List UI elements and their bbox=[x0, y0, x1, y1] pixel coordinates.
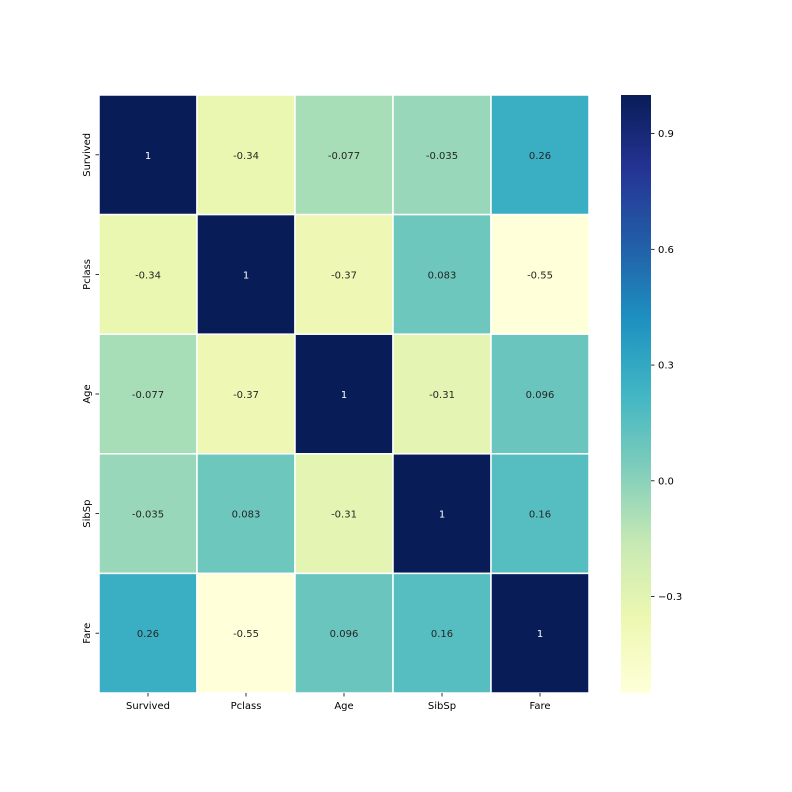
colorbar-tick-label: 0.9 bbox=[658, 129, 674, 140]
cell-value-label: 0.096 bbox=[526, 390, 555, 401]
cell-value-label: -0.37 bbox=[331, 270, 357, 281]
cell-value-label: -0.34 bbox=[135, 270, 161, 281]
cell-value-label: 1 bbox=[341, 390, 347, 401]
y-tick-label: Pclass bbox=[82, 259, 93, 290]
heatmap-cell bbox=[196, 213, 296, 335]
colorbar-tick-label: 0.6 bbox=[658, 245, 674, 256]
heatmap-cell bbox=[490, 333, 590, 455]
colorbar-tick-label: −0.3 bbox=[658, 592, 682, 603]
cell-value-label: 0.26 bbox=[137, 629, 159, 640]
cell-value-label: -0.077 bbox=[132, 390, 164, 401]
cell-value-label: -0.035 bbox=[426, 151, 458, 162]
x-tick-label: Pclass bbox=[231, 701, 262, 712]
cell-value-label: 0.083 bbox=[232, 510, 261, 521]
heatmap-cell bbox=[392, 213, 492, 335]
y-tick-label: SibSp bbox=[82, 500, 93, 528]
heatmap-cell bbox=[196, 453, 296, 575]
cell-value-label: -0.31 bbox=[331, 510, 357, 521]
y-tick-label: Age bbox=[82, 384, 93, 403]
heatmap-cell bbox=[98, 572, 198, 694]
heatmap-annotations: 1 -0.34 -0.077 -0.035 0.26 -0.34 1 -0.37 0.083 -0… bbox=[132, 151, 554, 640]
x-tick-label: Survived bbox=[126, 701, 170, 712]
heatmap-cell bbox=[490, 213, 590, 335]
heatmap-cell bbox=[294, 572, 394, 694]
heatmap-cell bbox=[294, 213, 394, 335]
heatmap-cell bbox=[98, 453, 198, 575]
cell-value-label: -0.37 bbox=[233, 390, 259, 401]
heatmap-cell bbox=[392, 333, 492, 455]
heatmap-cell bbox=[294, 333, 394, 455]
x-tick-label: Fare bbox=[529, 701, 550, 712]
cell-value-label: 0.26 bbox=[529, 151, 551, 162]
heatmap-cell bbox=[196, 94, 296, 216]
colorbar-ticks: 0.9 0.6 0.3 0.0 −0.3 bbox=[651, 129, 682, 603]
y-axis-ticks: Survived Pclass Age SibSp Fare bbox=[82, 133, 99, 644]
cell-value-label: -0.34 bbox=[233, 151, 259, 162]
heatmap-cell bbox=[196, 572, 296, 694]
heatmap-cell bbox=[98, 94, 198, 216]
heatmap-cells bbox=[98, 94, 590, 694]
cell-value-label: -0.077 bbox=[328, 151, 360, 162]
colorbar-tick-label: 0.0 bbox=[658, 476, 674, 487]
heatmap-cell bbox=[490, 453, 590, 575]
heatmap-cell bbox=[392, 453, 492, 575]
cell-value-label: 0.16 bbox=[431, 629, 453, 640]
cell-value-label: -0.035 bbox=[132, 510, 164, 521]
heatmap-cell bbox=[490, 572, 590, 694]
y-tick-label: Survived bbox=[82, 133, 93, 177]
heatmap-cell bbox=[196, 333, 296, 455]
cell-value-label: 1 bbox=[243, 270, 249, 281]
cell-value-label: -0.55 bbox=[527, 270, 553, 281]
colorbar bbox=[621, 95, 651, 693]
x-tick-label: SibSp bbox=[428, 701, 456, 712]
cell-value-label: 0.083 bbox=[428, 270, 457, 281]
cell-value-label: 1 bbox=[145, 151, 151, 162]
cell-value-label: 0.096 bbox=[330, 629, 359, 640]
heatmap-cell bbox=[294, 94, 394, 216]
cell-value-label: -0.55 bbox=[233, 629, 259, 640]
heatmap-cell bbox=[294, 453, 394, 575]
y-tick-label: Fare bbox=[82, 623, 93, 644]
x-axis-ticks: Survived Pclass Age SibSp Fare bbox=[126, 693, 551, 712]
heatmap-cell bbox=[392, 572, 492, 694]
colorbar-tick-label: 0.3 bbox=[658, 361, 674, 372]
cell-value-label: 1 bbox=[439, 510, 445, 521]
cell-value-label: 1 bbox=[537, 629, 543, 640]
cell-value-label: -0.31 bbox=[429, 390, 455, 401]
x-tick-label: Age bbox=[334, 701, 353, 712]
cell-value-label: 0.16 bbox=[529, 510, 551, 521]
